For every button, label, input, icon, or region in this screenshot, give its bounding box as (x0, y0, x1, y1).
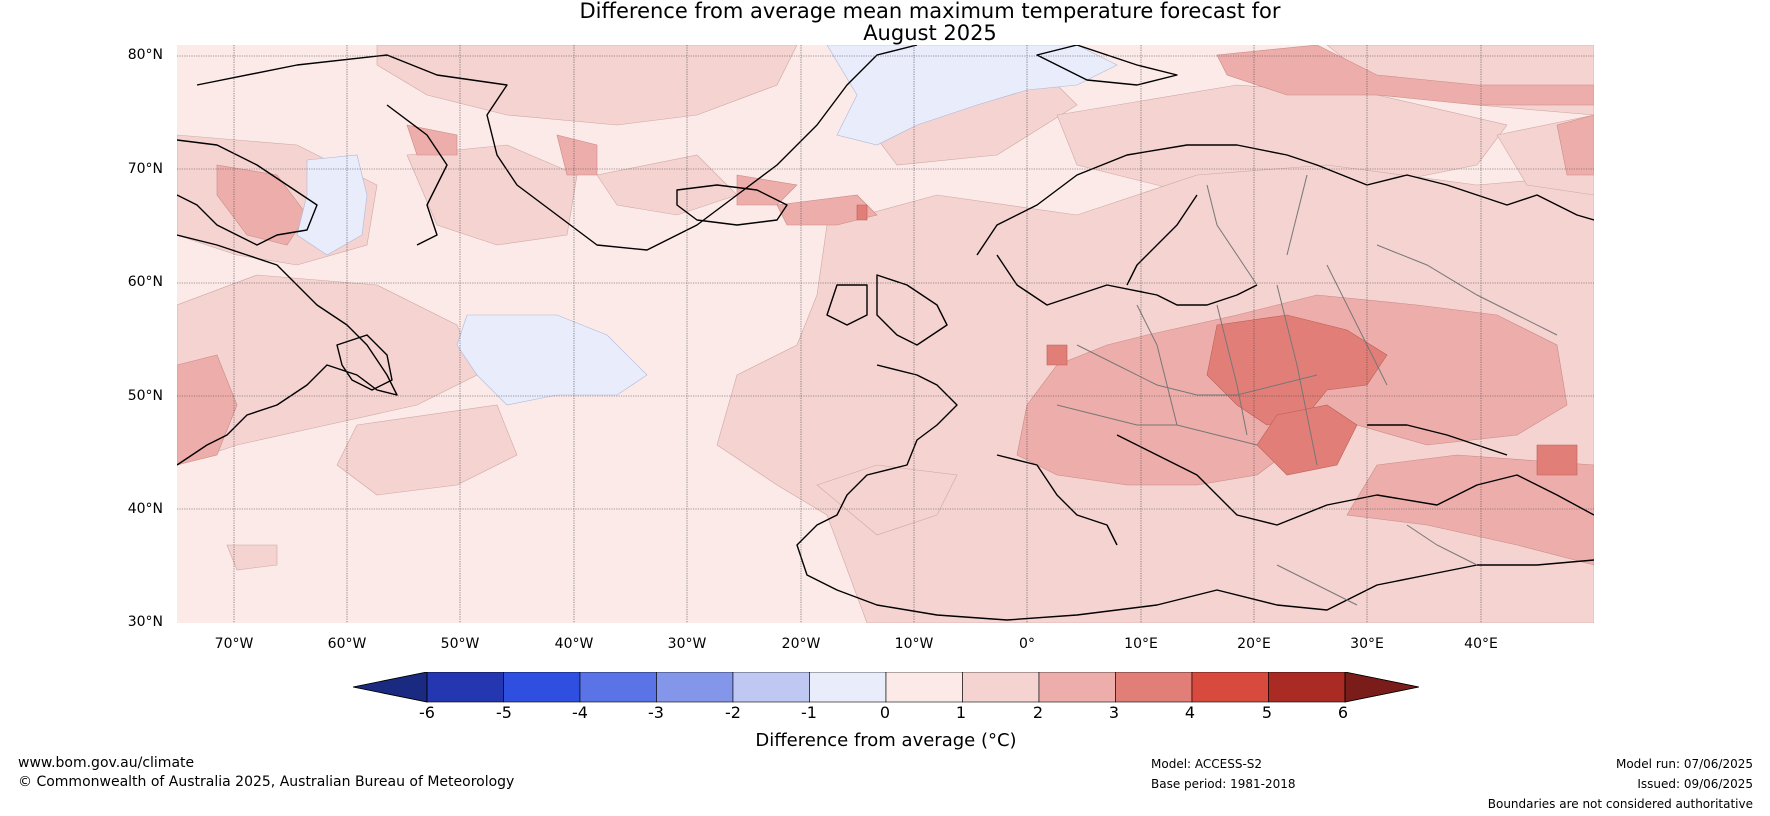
lat-label-60n: 60°N (127, 274, 163, 290)
lon-label-30e: 30°E (1350, 636, 1384, 652)
colorbar-cell (579, 672, 657, 703)
colorbar-cell (1115, 672, 1193, 703)
colorbar-cell (962, 672, 1040, 703)
colorbar (353, 672, 1419, 703)
colorbar-cell (503, 672, 581, 703)
lon-label-70w: 70°W (214, 636, 254, 652)
colorbar-tick: -6 (419, 703, 435, 722)
footer-disclaimer: Boundaries are not considered authoritat… (1487, 797, 1753, 811)
colorbar-cell (885, 672, 963, 703)
colorbar-tick: -3 (648, 703, 664, 722)
colorbar-cell (656, 672, 734, 703)
colorbar-cell (426, 672, 504, 703)
colorbar-tick: 6 (1337, 703, 1349, 722)
graticule (177, 45, 1594, 623)
colorbar-cell (809, 672, 887, 703)
colorbar-cell (732, 672, 810, 703)
lat-label-50n: 50°N (127, 388, 163, 404)
colorbar-tick: 2 (1032, 703, 1044, 722)
footer-website: www.bom.gov.au/climate (18, 755, 195, 771)
footer-model: Model: ACCESS-S2 (1151, 757, 1263, 771)
lat-label-70n: 70°N (127, 161, 163, 177)
colorbar-cell (1038, 672, 1116, 703)
coastlines (177, 45, 1594, 621)
anomaly-neg1-0-regions (296, 45, 1118, 406)
colorbar-tick: 4 (1184, 703, 1196, 722)
lon-label-10w: 10°W (894, 636, 934, 652)
country-borders (1056, 174, 1558, 606)
colorbar-cell (1268, 672, 1346, 703)
lon-label-20e: 20°E (1237, 636, 1271, 652)
footer-issued: Issued: 09/06/2025 (1637, 777, 1753, 791)
colorbar-tick: -2 (725, 703, 741, 722)
lon-label-30w: 30°W (667, 636, 707, 652)
map-title-line1: Difference from average mean maximum tem… (579, 0, 1281, 23)
lon-label-40e: 40°E (1464, 636, 1498, 652)
colorbar-extend-high (1344, 672, 1419, 703)
map-title-line2: August 2025 (863, 21, 997, 45)
lon-label-50w: 50°W (440, 636, 480, 652)
colorbar-tick: -1 (801, 703, 817, 722)
lon-label-40w: 40°W (554, 636, 594, 652)
footer-model-run: Model run: 07/06/2025 (1615, 757, 1753, 771)
colorbar-cell (1191, 672, 1269, 703)
lon-label-20w: 20°W (781, 636, 821, 652)
lat-label-80n: 80°N (127, 47, 163, 63)
colorbar-label: Difference from average (°C) (755, 730, 1017, 751)
colorbar-tick: -4 (572, 703, 588, 722)
colorbar-extend-low (353, 672, 428, 703)
colorbar-left-arrow (353, 672, 428, 703)
lat-label-40n: 40°N (127, 501, 163, 517)
footer-copyright: © Commonwealth of Australia 2025, Austra… (18, 774, 515, 790)
lat-label-30n: 30°N (127, 614, 163, 630)
colorbar-tick: 5 (1261, 703, 1273, 722)
colorbar-tick: 3 (1108, 703, 1120, 722)
lon-label-0: 0° (1019, 636, 1035, 652)
colorbar-right-arrow (1344, 672, 1419, 703)
temperature-anomaly-map (177, 45, 1594, 623)
footer-base-period: Base period: 1981-2018 (1151, 777, 1296, 791)
lon-label-10e: 10°E (1124, 636, 1158, 652)
colorbar-tick: 1 (955, 703, 967, 722)
colorbar-tick: -5 (496, 703, 512, 722)
lon-label-60w: 60°W (327, 636, 367, 652)
colorbar-tick: 0 (879, 703, 891, 722)
anomaly-3-4-regions (856, 204, 1578, 476)
